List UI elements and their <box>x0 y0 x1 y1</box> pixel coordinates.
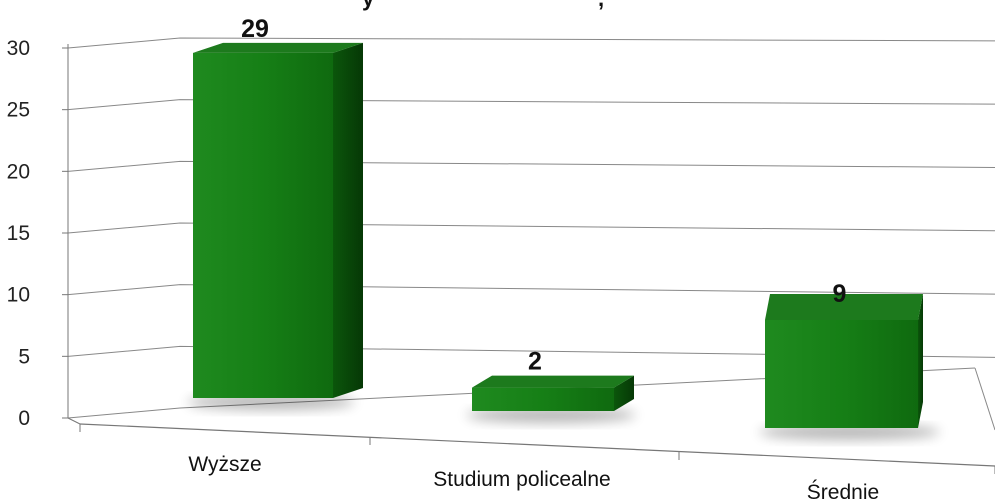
data-label: 9 <box>833 280 847 308</box>
x-tick-label: Studium policealne <box>433 468 610 491</box>
y-tick-label: 0 <box>18 407 30 430</box>
gridline <box>67 345 995 358</box>
data-label: 29 <box>241 15 269 43</box>
x-tick-label: Wyższe <box>188 453 261 476</box>
y-tick-label: 30 <box>7 37 30 60</box>
gridline <box>67 37 995 49</box>
y-tick-label: 15 <box>7 222 30 245</box>
floor-back-edge <box>67 367 976 419</box>
x-tick-label: Średnie <box>807 480 879 504</box>
gridline <box>67 99 995 111</box>
gridline <box>67 284 995 296</box>
gridline <box>67 160 995 172</box>
y-axis-tick-labels: 0 5 10 15 20 25 30 <box>7 37 30 430</box>
floor-left-edge <box>67 417 81 425</box>
floor-right-edge <box>974 367 995 431</box>
bar-top-face <box>193 42 363 53</box>
gridline <box>67 222 995 234</box>
bar <box>472 387 614 411</box>
chart-title-fragment: y <box>362 0 375 11</box>
x-axis-category-labels: Wyższe Studium policealne Średnie <box>188 453 879 504</box>
gridlines <box>67 37 995 358</box>
bar-top-face <box>472 375 634 388</box>
bar <box>193 52 333 399</box>
y-tick-label: 20 <box>7 160 30 183</box>
bar-top-face <box>765 294 923 320</box>
y-tick-label: 10 <box>7 284 30 307</box>
bar-side-face <box>333 42 363 399</box>
axes <box>62 44 995 474</box>
chart-title-fragment: , <box>598 0 604 11</box>
x-axis-line <box>79 423 995 467</box>
y-tick-label: 5 <box>18 345 30 368</box>
data-label: 2 <box>528 348 542 376</box>
bar-side-face <box>918 294 923 428</box>
y-tick-label: 25 <box>7 99 30 122</box>
bar-side-face <box>614 375 634 411</box>
bar <box>765 320 918 428</box>
